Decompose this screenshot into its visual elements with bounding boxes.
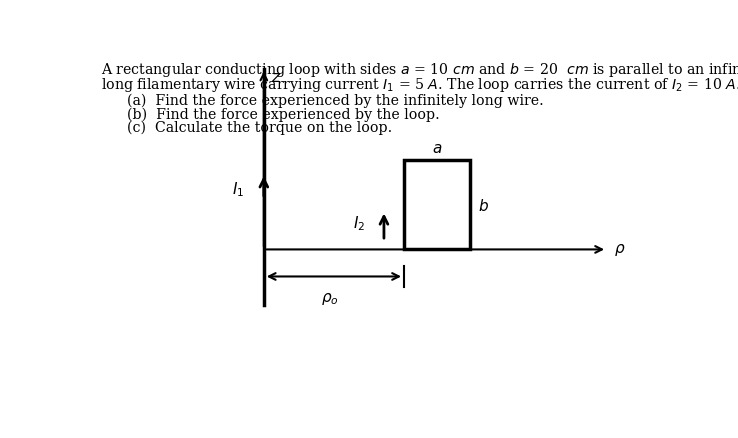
Text: $I_2$: $I_2$ <box>354 214 365 232</box>
Text: (c)  Calculate the torque on the loop.: (c) Calculate the torque on the loop. <box>127 121 392 135</box>
Text: $I_1$: $I_1$ <box>232 180 244 198</box>
Text: $\rho$: $\rho$ <box>614 242 625 258</box>
Text: $a$: $a$ <box>432 141 442 155</box>
Text: $\rho_o$: $\rho_o$ <box>321 290 339 306</box>
Text: (a)  Find the force experienced by the infinitely long wire.: (a) Find the force experienced by the in… <box>127 94 543 108</box>
Text: $b$: $b$ <box>478 198 489 214</box>
Bar <box>404 160 470 250</box>
Text: (b)  Find the force experienced by the loop.: (b) Find the force experienced by the lo… <box>127 107 439 122</box>
Text: A rectangular conducting loop with sides $a$ = 10 $\mathit{cm}$ and $b$ = 20  $\: A rectangular conducting loop with sides… <box>101 61 738 79</box>
Text: long filamentary wire carrying current $I_1$ = 5 $A$. The loop carries the curre: long filamentary wire carrying current $… <box>101 76 738 94</box>
Text: $z$: $z$ <box>271 71 281 85</box>
